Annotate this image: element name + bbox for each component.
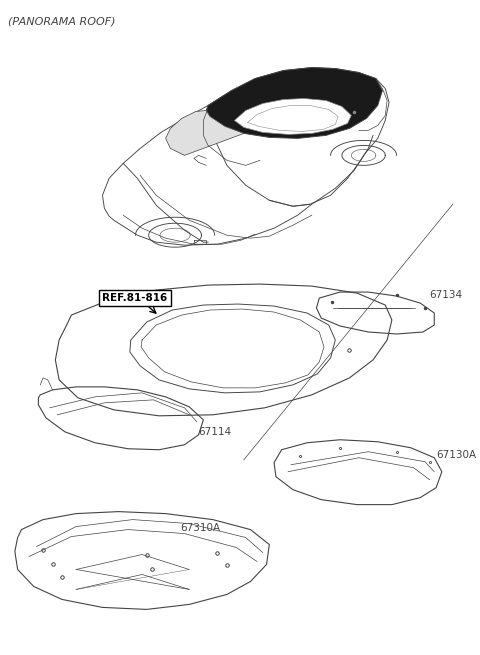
Polygon shape [234,98,351,134]
Text: REF.81-816: REF.81-816 [103,293,168,303]
Polygon shape [166,111,244,155]
Text: 67130A: 67130A [436,450,476,460]
Text: (PANORAMA ROOF): (PANORAMA ROOF) [8,16,116,27]
Text: 67114: 67114 [199,427,232,437]
Text: 67310A: 67310A [180,523,220,533]
Polygon shape [206,67,383,138]
Text: 67134: 67134 [430,290,463,300]
